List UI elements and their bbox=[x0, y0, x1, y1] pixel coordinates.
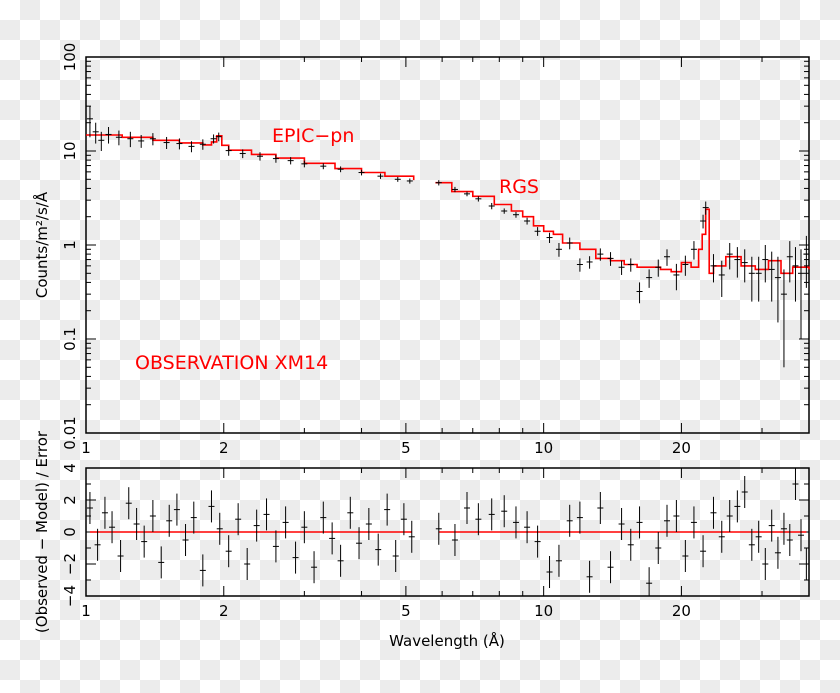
annotation-epic-pn: EPIC−pn bbox=[272, 125, 354, 147]
spectrum-x-tick-label: 10 bbox=[534, 439, 553, 457]
residuals-y-tick-label: 0 bbox=[61, 527, 79, 537]
spectrum-panel: 1 2 5 10 20 0.01 0.1 1 10 100 bbox=[61, 43, 810, 457]
residuals-y-axis-label: (Observed − Model) / Error bbox=[33, 430, 51, 633]
spectrum-y-tick-label: 1 bbox=[61, 240, 79, 250]
residuals-y-tick-label: −2 bbox=[61, 553, 79, 575]
spectrum-y-tick-label: 0.1 bbox=[61, 327, 79, 351]
spectrum-y-tick-label: 10 bbox=[61, 141, 79, 160]
annotation-rgs: RGS bbox=[499, 176, 539, 198]
spectrum-y-tick-label: 100 bbox=[61, 43, 79, 72]
model-line-rgs bbox=[435, 181, 810, 275]
x-axis-label: Wavelength (Å) bbox=[389, 631, 505, 650]
spectrum-y-tick-label: 0.01 bbox=[61, 416, 79, 449]
residuals-y-tick-label: 4 bbox=[61, 463, 79, 473]
spectrum-x-tick-label: 2 bbox=[219, 439, 229, 457]
model-line-epicpn bbox=[86, 134, 415, 181]
spectrum-y-axis-label: Counts/m²/s/Å bbox=[32, 191, 51, 298]
residuals-y-tick-label: 2 bbox=[61, 495, 79, 505]
annotation-observation: OBSERVATION XM14 bbox=[135, 352, 328, 374]
residuals-x-tick-label: 5 bbox=[401, 602, 411, 620]
spectrum-x-tick-label: 20 bbox=[672, 439, 691, 457]
residuals-x-tick-label: 2 bbox=[219, 602, 229, 620]
spectrum-x-tick-label: 5 bbox=[401, 439, 411, 457]
residuals-y-tick-label: −4 bbox=[61, 585, 79, 607]
residuals-x-tick-label: 10 bbox=[534, 602, 553, 620]
residuals-x-tick-label: 20 bbox=[672, 602, 691, 620]
residuals-x-tick-label: 1 bbox=[81, 602, 91, 620]
spectrum-frame bbox=[85, 56, 810, 434]
residuals-panel: 1 2 5 10 20 −4 −2 0 2 4 bbox=[61, 463, 810, 620]
spectrum-x-tick-label: 1 bbox=[81, 439, 91, 457]
